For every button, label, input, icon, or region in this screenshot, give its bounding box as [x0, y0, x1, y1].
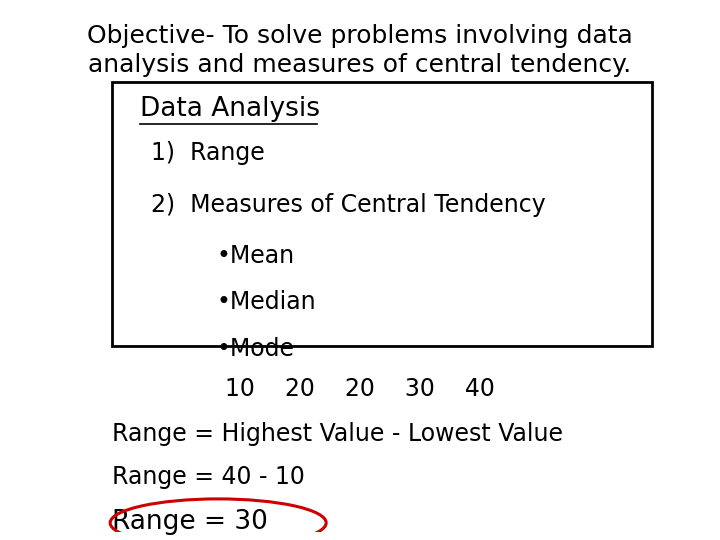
Text: 1)  Range: 1) Range [151, 141, 265, 165]
Text: 10    20    20    30    40: 10 20 20 30 40 [225, 376, 495, 401]
Text: analysis and measures of central tendency.: analysis and measures of central tendenc… [89, 53, 631, 77]
Text: •Mean: •Mean [216, 244, 294, 268]
Bar [112, 83, 652, 346]
Text: •Mode: •Mode [216, 336, 294, 361]
Text: Range = 30: Range = 30 [112, 509, 267, 535]
Text: Data Analysis: Data Analysis [140, 96, 320, 122]
Text: Range = Highest Value - Lowest Value: Range = Highest Value - Lowest Value [112, 422, 562, 446]
Text: Range = 40 - 10: Range = 40 - 10 [112, 465, 305, 489]
Text: •Median: •Median [216, 291, 315, 314]
Text: 2)  Measures of Central Tendency: 2) Measures of Central Tendency [151, 193, 546, 217]
Text: Objective- To solve problems involving data: Objective- To solve problems involving d… [87, 24, 633, 48]
